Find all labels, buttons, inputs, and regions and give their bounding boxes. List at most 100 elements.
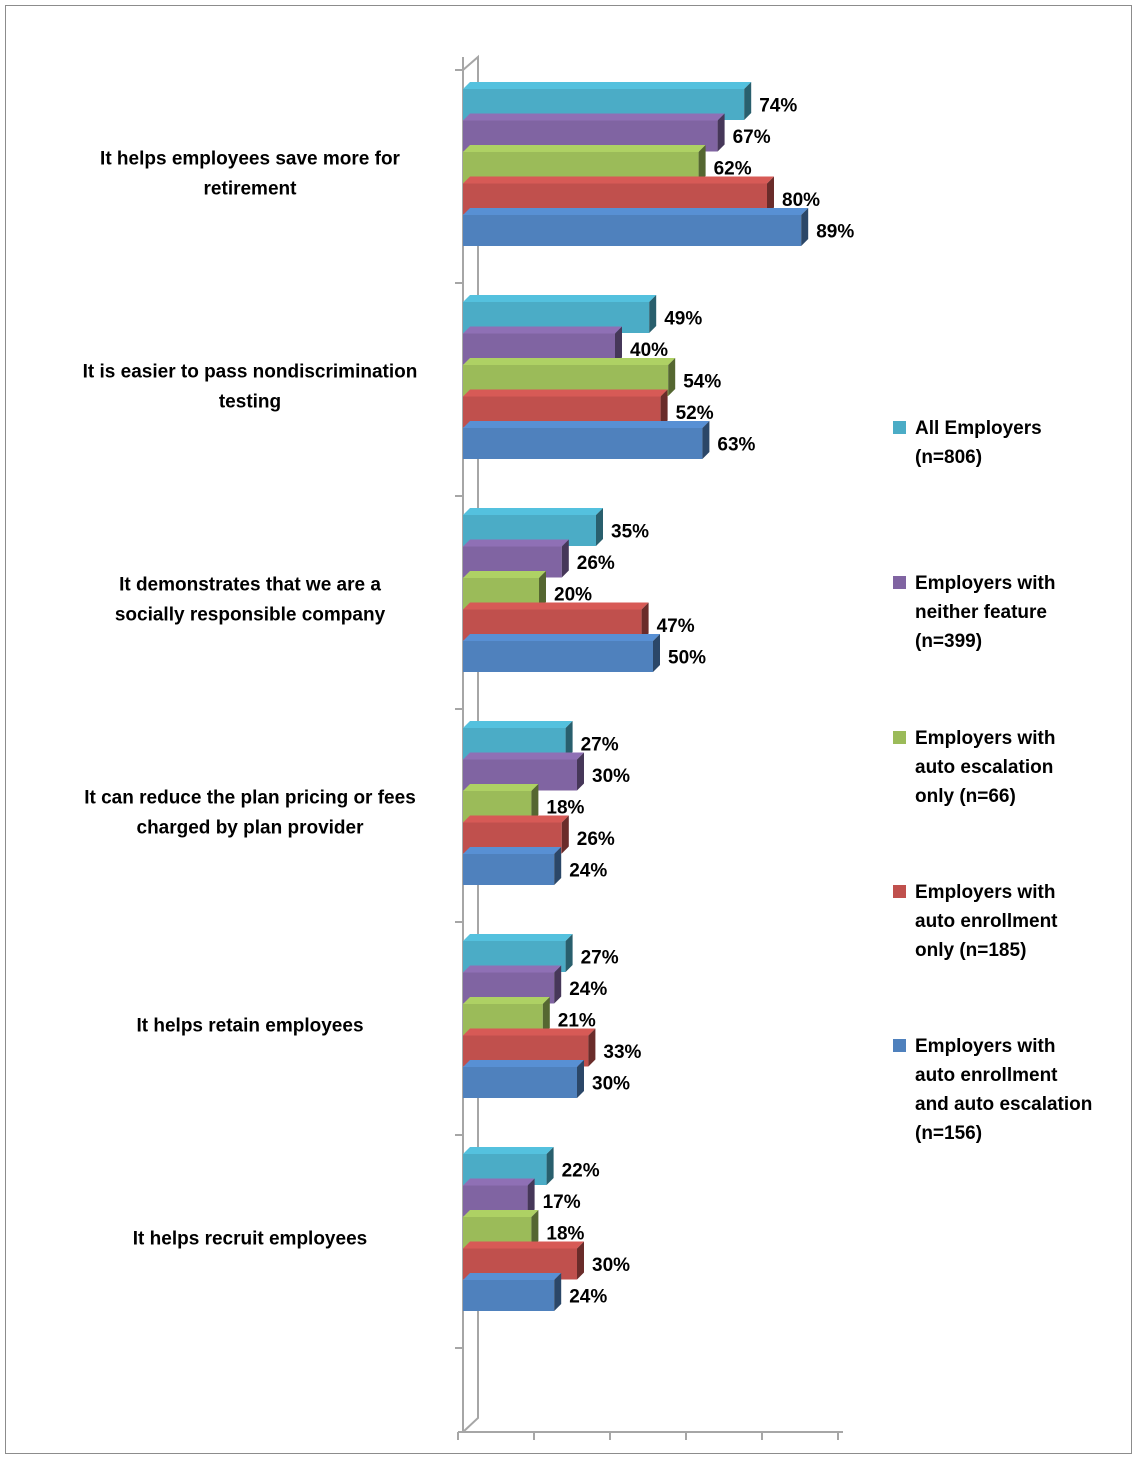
data-label: 40% [630, 340, 668, 361]
bar-side [561, 539, 569, 578]
bar-side [554, 847, 562, 885]
data-label: 26% [577, 829, 615, 850]
bar-side [653, 634, 660, 672]
bar-top [463, 82, 752, 89]
bar-top [463, 113, 725, 121]
bar-top [463, 721, 573, 728]
bar-side [660, 389, 668, 428]
category-label: retirement [204, 179, 298, 200]
bar-top [463, 421, 710, 428]
bar-side [615, 326, 622, 365]
category-label: It demonstrates that we are a [119, 575, 381, 596]
bar-top [463, 1178, 535, 1186]
bar-top [463, 997, 550, 1004]
bar-side [554, 965, 562, 1004]
bar-side [565, 934, 573, 972]
data-label: 49% [664, 309, 702, 330]
category-label: charged by plan provider [137, 818, 365, 839]
legend-label: only (n=66) [915, 786, 1016, 807]
bar [463, 1280, 555, 1311]
data-label: 74% [759, 96, 797, 117]
data-label: 24% [569, 861, 607, 882]
category-label: It helps employees save more for [100, 149, 401, 170]
bar-top [463, 389, 668, 397]
bar-side [744, 82, 752, 120]
data-label: 18% [546, 798, 584, 819]
bar-top [463, 784, 539, 791]
bar-side [531, 784, 539, 822]
data-label: 30% [592, 766, 630, 787]
bar-side [577, 752, 584, 791]
bar-side [801, 208, 809, 246]
legend-swatch [893, 1039, 906, 1052]
category-label: testing [219, 392, 281, 413]
bar-top [463, 847, 562, 854]
bar-top [463, 1241, 584, 1249]
category-label: It helps retain employees [136, 1016, 363, 1037]
bar-side [668, 358, 676, 396]
bar [463, 641, 653, 672]
legend-label: Employers with [915, 728, 1055, 749]
data-label: 24% [569, 979, 607, 1000]
bar-side [577, 1241, 584, 1280]
bar-top [463, 295, 657, 302]
data-label: 27% [581, 948, 619, 969]
data-label: 33% [603, 1042, 641, 1063]
bar-side [531, 1210, 539, 1248]
bar-top [463, 208, 809, 215]
data-label: 80% [782, 190, 820, 211]
legend-label: (n=156) [915, 1123, 982, 1144]
data-label: 17% [543, 1192, 581, 1213]
bar-side [527, 1178, 535, 1217]
bar-top [463, 176, 774, 184]
data-label: 47% [657, 616, 695, 637]
data-label: 27% [581, 735, 619, 756]
bar-side [561, 815, 569, 854]
bar-side [539, 571, 546, 609]
category-label: It is easier to pass nondiscrimination [83, 362, 418, 383]
bar-top [463, 1210, 539, 1217]
bar-top [463, 1273, 562, 1280]
data-label: 35% [611, 522, 649, 543]
legend-label: Employers with [915, 573, 1055, 594]
bar-top [463, 508, 603, 515]
bar-side [698, 145, 706, 183]
legend-swatch [893, 731, 906, 744]
bar-side [546, 1147, 554, 1185]
data-label: 50% [668, 648, 706, 669]
legend-label: (n=806) [915, 447, 982, 468]
legend-label: neither feature [915, 602, 1047, 623]
bar-top [463, 934, 573, 941]
legend-label: Employers with [915, 1036, 1055, 1057]
bar [463, 215, 802, 246]
data-label: 62% [714, 159, 752, 180]
bar-top [463, 602, 649, 610]
bar-top [463, 815, 569, 823]
bar-top [463, 145, 706, 152]
bar-side [767, 176, 774, 215]
bar-top [463, 634, 660, 641]
bar-side [542, 997, 550, 1035]
legend-label: (n=399) [915, 631, 982, 652]
data-label: 54% [683, 372, 721, 393]
legend-label: All Employers [915, 418, 1042, 439]
data-label: 26% [577, 553, 615, 574]
bar [463, 428, 703, 459]
bar-side [641, 602, 649, 641]
bar-top [463, 1060, 584, 1067]
bar-top [463, 326, 622, 334]
bar-side [717, 113, 725, 152]
bar-top [463, 1147, 554, 1154]
legend-swatch [893, 421, 906, 434]
category-label: socially responsible company [115, 605, 386, 626]
legend-label: and auto escalation [915, 1094, 1092, 1115]
bar-side [596, 508, 603, 546]
bar-side [588, 1028, 596, 1067]
bar-top [463, 752, 584, 760]
data-label: 89% [816, 222, 854, 243]
legend-label: auto escalation [915, 757, 1053, 778]
bar-side [577, 1060, 584, 1098]
legend-label: auto enrollment [915, 911, 1058, 932]
legend-swatch [893, 885, 906, 898]
